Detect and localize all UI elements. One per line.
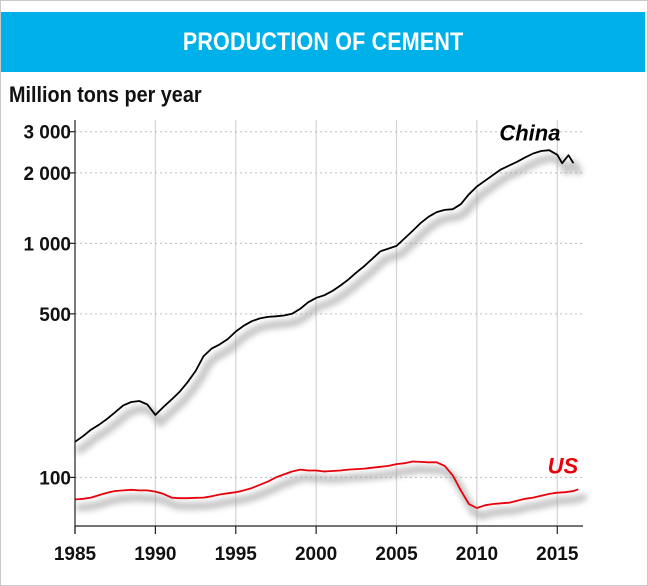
series-lines xyxy=(74,149,579,509)
x-tick-label-2015: 2015 xyxy=(536,544,579,565)
series-label-us: US xyxy=(548,453,579,478)
x-tick-label-2010: 2010 xyxy=(456,544,498,565)
x-tick-label-1995: 1995 xyxy=(215,544,258,565)
series-line-china xyxy=(74,149,575,443)
y-tick-label-500: 500 xyxy=(39,305,71,326)
y-tick-label-1000: 1 000 xyxy=(23,234,71,255)
x-tick-label-2005: 2005 xyxy=(375,544,418,565)
y-tick-label-100: 100 xyxy=(39,468,71,489)
x-tick-label-2000: 2000 xyxy=(295,544,337,565)
x-tick-label-1990: 1990 xyxy=(134,544,176,565)
chart-title: PRODUCTION OF CEMENT xyxy=(182,27,464,56)
y-tick-label-3000: 3 000 xyxy=(23,123,71,144)
series-shadows xyxy=(76,154,588,520)
y-axis-label: Million tons per year xyxy=(9,82,223,108)
grid-lines xyxy=(75,120,583,526)
chart-title-bar: PRODUCTION OF CEMENT xyxy=(1,12,645,72)
series-line-us xyxy=(74,460,579,509)
series-label-china: China xyxy=(499,121,560,146)
series-shadow-us xyxy=(76,465,588,520)
axes xyxy=(69,120,583,534)
y-axis-label-text: Million tons per year xyxy=(9,82,202,107)
x-tick-label-1985: 1985 xyxy=(54,544,97,565)
series-shadow-china xyxy=(76,154,583,454)
tick-and-series-labels: China US 1985 1990 1995 2000 2005 2010 2015 100 50… xyxy=(23,121,578,565)
y-tick-label-2000: 2 000 xyxy=(23,164,71,185)
